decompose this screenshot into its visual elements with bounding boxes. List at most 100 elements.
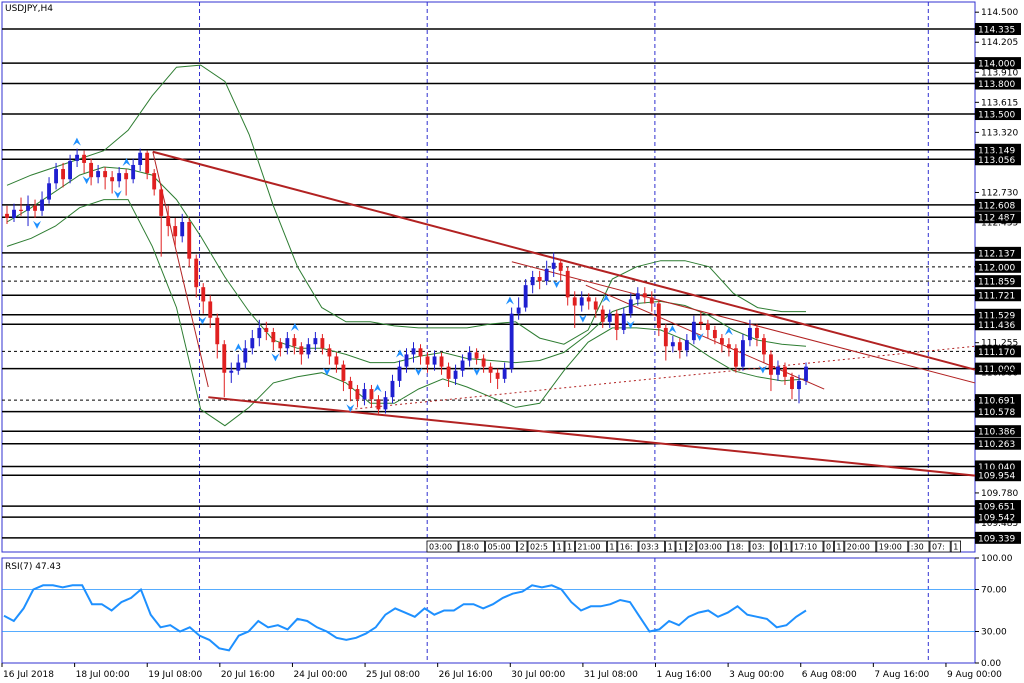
rsi-label: RSI(7) 47.43 <box>5 562 61 572</box>
candle-body-41 <box>292 338 297 347</box>
rsi-tick-label-3: 0.00 <box>981 659 1001 669</box>
candle-body-107 <box>755 327 759 339</box>
candle-body-39 <box>278 342 283 349</box>
time-tag-1: 18:0 <box>461 543 479 552</box>
candle-body-84 <box>593 301 598 310</box>
time-tag-box-22 <box>844 540 877 553</box>
candle-body-83 <box>586 297 591 302</box>
candle-body-113 <box>797 380 801 390</box>
time-tag-20: 0 <box>826 543 831 552</box>
time-tag-box-1 <box>458 540 486 553</box>
time-tag-box-3 <box>517 540 528 553</box>
price-tick-label-0: 114.500 <box>981 8 1018 18</box>
time-tick-label-0: 16 Jul 2018 <box>3 670 54 680</box>
time-tag-14: 03:00 <box>699 543 722 552</box>
candle-body-32 <box>229 370 234 373</box>
candle-body-110 <box>776 366 780 375</box>
time-tag-box-9 <box>617 540 639 553</box>
candle-body-65 <box>460 360 465 371</box>
fractal-up-9 <box>724 327 733 336</box>
level-box-3 <box>975 108 1021 121</box>
level-box-11 <box>975 289 1021 302</box>
fractal-down-10 <box>578 314 587 323</box>
time-tag-11: 1 <box>668 543 673 552</box>
trendline-3 <box>208 396 976 477</box>
time-tag-10: 03:3 <box>641 543 659 552</box>
level-box-18 <box>975 425 1021 438</box>
rsi-tick-label-2: 30.00 <box>981 628 1007 638</box>
time-tick-label-12: 7 Aug 16:00 <box>874 670 929 680</box>
candle-body-94 <box>663 327 668 347</box>
candle-body-72 <box>509 313 514 369</box>
fractal-down-3 <box>198 316 207 325</box>
time-tag-box-26 <box>950 540 962 553</box>
candle-body-105 <box>740 340 745 367</box>
level-label-0: 114.335 <box>978 25 1015 35</box>
candle-body-49 <box>348 380 353 390</box>
candle-body-88 <box>621 313 626 330</box>
candle-body-64 <box>453 370 458 379</box>
candle-body-59 <box>418 348 423 357</box>
candle-body-109 <box>769 354 773 375</box>
level-box-0 <box>975 22 1021 35</box>
candle-body-111 <box>783 366 787 377</box>
candle-body-87 <box>614 313 619 330</box>
candle-body-86 <box>607 313 612 322</box>
candle-body-61 <box>432 356 437 365</box>
candle-body-40 <box>285 338 290 349</box>
candle-body-18 <box>131 164 136 180</box>
fractal-down-0 <box>33 220 42 229</box>
price-tick-label-9: 109.780 <box>981 489 1018 499</box>
time-tick-label-8: 31 Jul 08:00 <box>584 670 638 680</box>
time-tag-7: 21:00 <box>577 543 600 552</box>
candle-body-30 <box>215 317 220 345</box>
fractal-up-0 <box>72 137 81 146</box>
candle-body-85 <box>600 309 605 322</box>
candle-body-60 <box>425 356 430 365</box>
time-tag-25: 07: <box>932 543 945 552</box>
candle-body-19 <box>138 152 143 165</box>
candle-body-5 <box>40 199 44 211</box>
candle-body-36 <box>257 327 262 339</box>
time-tick-label-4: 24 Jul 00:00 <box>293 670 347 680</box>
candle-body-58 <box>411 348 416 355</box>
trend-layer <box>152 150 976 477</box>
time-tag-26: 1 <box>953 543 958 552</box>
time-tick-label-7: 30 Jul 00:00 <box>511 670 565 680</box>
candle-body-29 <box>208 301 213 318</box>
level-label-12: 111.529 <box>978 311 1015 321</box>
candle-body-73 <box>516 307 521 314</box>
time-tag-8: 1 <box>609 543 614 552</box>
candle-body-101 <box>712 329 717 339</box>
candle-body-21 <box>152 173 157 190</box>
level-box-6 <box>975 198 1021 211</box>
candle-body-6 <box>47 183 51 200</box>
rsi-layer <box>2 584 975 652</box>
time-tag-21: 1 <box>836 543 841 552</box>
time-tag-0: 03:00 <box>429 543 452 552</box>
candle-body-89 <box>628 299 633 314</box>
level-box-17 <box>975 405 1021 418</box>
candle-body-102 <box>719 338 724 345</box>
time-tag-box-8 <box>607 540 618 553</box>
candle-body-4 <box>33 205 37 211</box>
time-tag-box-24 <box>908 540 930 553</box>
time-tag-box-10 <box>638 540 666 553</box>
axis-layer: 114.500 114.205 113.910 113.615 113.320 112.7… <box>1 8 1018 680</box>
candle-body-92 <box>649 297 654 304</box>
candle-body-93 <box>656 303 661 328</box>
time-tag-box-23 <box>876 540 909 553</box>
price-tick-label-5: 112.730 <box>981 188 1018 198</box>
level-label-16: 110.691 <box>978 397 1015 407</box>
level-layer: 114.335 114.000 113.800 113.500 113.149113.0… <box>2 22 1021 544</box>
level-box-2 <box>975 77 1021 90</box>
candle-body-76 <box>537 277 542 282</box>
level-label-22: 109.651 <box>978 503 1015 513</box>
fractal-down-4 <box>271 353 280 362</box>
level-box-14 <box>975 345 1021 358</box>
time-tag-3: 2 <box>520 543 525 552</box>
time-tag-box-12 <box>675 540 686 553</box>
time-tag-box-5 <box>554 540 565 553</box>
time-tag-15: 18: <box>731 543 744 552</box>
